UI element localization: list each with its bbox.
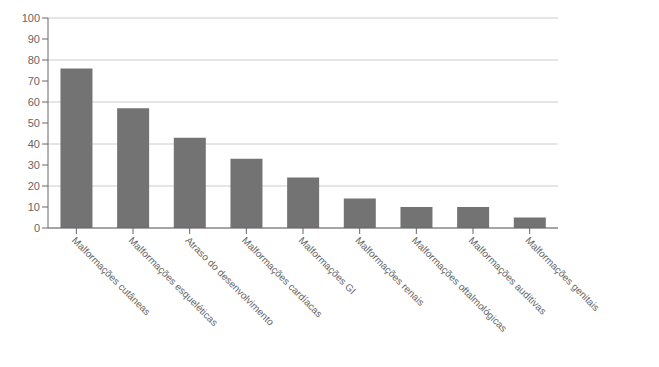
svg-text:70: 70 [28,75,40,87]
svg-text:Malformações oftalmológicas: Malformações oftalmológicas [410,235,509,334]
svg-text:90: 90 [28,33,40,45]
svg-text:Malformações esqueléticas: Malformações esqueléticas [126,234,220,329]
svg-text:Malformações GI: Malformações GI [297,235,359,297]
svg-text:30: 30 [28,159,40,171]
svg-text:20: 20 [28,180,40,192]
svg-text:60: 60 [28,96,40,108]
svg-text:Malformações cardíacas: Malformações cardíacas [239,234,325,320]
svg-text:Malformações auditivas: Malformações auditivas [466,234,549,317]
svg-text:40: 40 [28,138,40,150]
svg-text:10: 10 [28,201,40,213]
svg-text:Malformações cutâneas: Malformações cutâneas [69,234,153,318]
svg-text:80: 80 [28,54,40,66]
svg-text:100: 100 [22,12,40,24]
svg-text:50: 50 [28,117,40,129]
svg-text:0: 0 [34,222,40,234]
svg-text:Malformações genitais: Malformações genitais [523,235,602,314]
svg-text:Malformações renais: Malformações renais [353,234,427,309]
svg-text:Atraso do desenvolvimento: Atraso do desenvolvimento [183,234,277,328]
